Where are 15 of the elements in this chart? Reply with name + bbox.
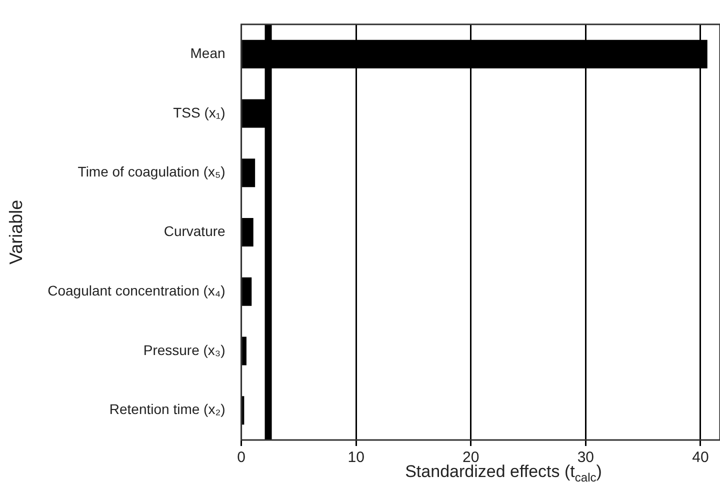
y-tick-label: Time of coagulation (x₅) bbox=[78, 164, 226, 180]
x-tick-label: 0 bbox=[237, 449, 246, 466]
y-tick-label: Curvature bbox=[164, 223, 226, 240]
y-tick-label: TSS (x₁) bbox=[173, 104, 226, 120]
y-tick-label: Coagulant concentration (x₄) bbox=[48, 282, 226, 298]
bar bbox=[242, 336, 246, 366]
y-tick-label: Retention time (x₂) bbox=[109, 401, 226, 418]
bar bbox=[242, 218, 254, 246]
y-tick-label: Pressure (x₃) bbox=[143, 342, 226, 358]
bar bbox=[242, 277, 252, 306]
x-tick-label: 40 bbox=[692, 449, 709, 466]
x-tick-label: 10 bbox=[348, 449, 364, 466]
y-tick-label: Mean bbox=[190, 44, 226, 61]
bar bbox=[242, 158, 256, 188]
y-axis-title: Variable bbox=[6, 200, 26, 265]
